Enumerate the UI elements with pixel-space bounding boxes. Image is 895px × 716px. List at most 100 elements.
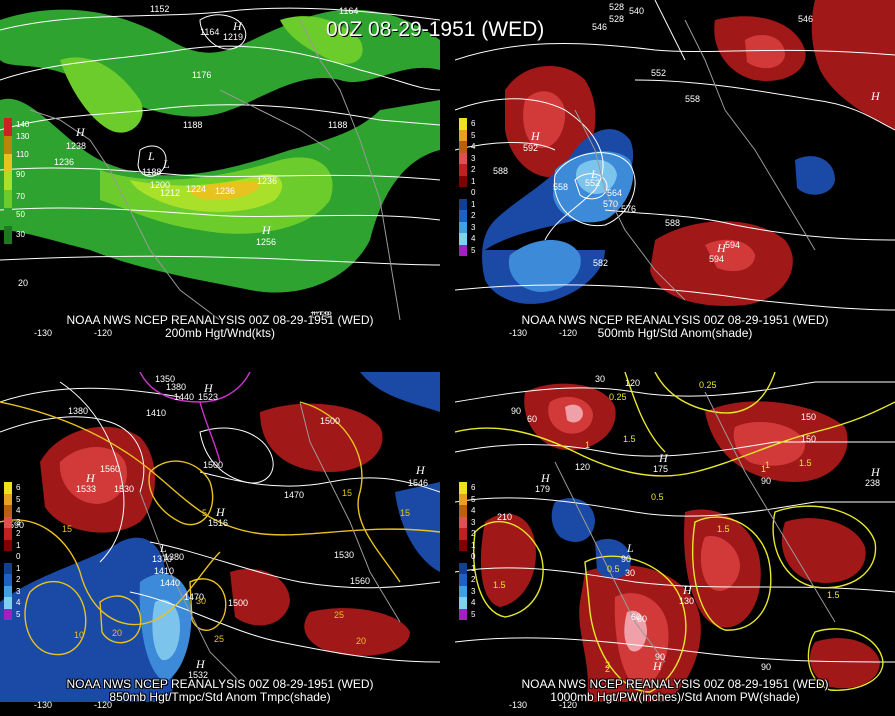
height-contours xyxy=(0,7,440,266)
panel-caption: NOAA NWS NCEP REANALYSIS 00Z 08-29-1951 … xyxy=(455,678,895,704)
lon-label: -130 xyxy=(509,700,527,710)
colorbar-label: 140 xyxy=(16,120,30,129)
extremum-value: 528 xyxy=(609,14,624,24)
contour-label: 546 xyxy=(592,22,607,32)
high-marker: H xyxy=(75,125,86,139)
colorbar-swatch xyxy=(459,516,467,528)
colorbar-swatch xyxy=(459,118,467,130)
high-marker: H xyxy=(415,463,426,477)
panel-500mb: 528 540 546 546 552 558 588 558 564 570 … xyxy=(455,0,895,344)
extremum-value: 1546 xyxy=(408,478,428,488)
colorbar-swatch xyxy=(459,152,467,164)
colorbar-swatch xyxy=(459,482,467,494)
caption-line1: NOAA NWS NCEP REANALYSIS 00Z 08-29-1951 … xyxy=(66,313,374,327)
contour-label: 1 xyxy=(765,460,770,470)
high-marker: H xyxy=(870,89,881,103)
extremum-value: 1238 xyxy=(66,141,86,151)
colorbar-swatch xyxy=(4,608,12,620)
contour-label: 1212 xyxy=(160,188,180,198)
colorbar-swatch xyxy=(4,585,12,597)
panel-caption: NOAA NWS NCEP REANALYSIS 00Z 08-29-1951 … xyxy=(0,314,440,340)
colorbar-label: 5 xyxy=(471,494,476,504)
low-marker: L xyxy=(590,167,598,181)
colorbar-swatch xyxy=(4,505,12,517)
anomaly-colorbar: 6 5 4 3 2 1 0 1 2 3 4 5 xyxy=(4,482,20,620)
high-marker: H xyxy=(232,19,243,33)
contour-label: 15 xyxy=(400,508,410,518)
coastlines xyxy=(574,19,816,301)
extremum-value: 1370 xyxy=(152,554,172,564)
extremum-value: 179 xyxy=(535,484,550,494)
contour-label: 150 xyxy=(801,434,816,444)
colorbar-label: 5 xyxy=(471,609,476,619)
lon-label: -130 xyxy=(34,328,52,338)
lon-label: -130 xyxy=(34,700,52,710)
pressure-centers: H H H L L 1219 1238 1188 1256 1158 xyxy=(66,19,329,320)
colorbar-label: 3 xyxy=(471,222,476,232)
contour-label: 540 xyxy=(629,6,644,16)
anomaly-colorbar: 6 5 4 3 2 1 0 1 2 3 4 5 xyxy=(459,118,475,256)
high-marker: H xyxy=(530,129,541,143)
caption-line2: 500mb Hgt/Std Anom(shade) xyxy=(597,326,753,340)
contour-label: 1 xyxy=(761,464,766,474)
colorbar-swatch xyxy=(4,539,12,551)
colorbar-swatch xyxy=(4,597,12,609)
contour-label: 1188 xyxy=(328,120,347,130)
contour-label: 1236 xyxy=(215,186,235,196)
colorbar-label: 0 xyxy=(471,188,476,197)
colorbar-swatch xyxy=(459,221,467,233)
colorbar-swatch xyxy=(459,493,467,505)
extremum-value: 592 xyxy=(523,143,538,153)
contour-label: 1440 xyxy=(160,578,180,588)
colorbar-label: 1 xyxy=(471,199,476,209)
panel-200mb: 1152 1164 1164 1176 1188 1188 1200 1212 … xyxy=(0,0,440,344)
high-marker: H xyxy=(652,659,663,673)
extremum-value: 1533 xyxy=(76,484,96,494)
contour-label: 1380 xyxy=(164,552,184,562)
extremum-value: 1188 xyxy=(142,167,161,177)
contour-label: 0.5 xyxy=(607,564,620,574)
contour-label: 30 xyxy=(595,374,605,384)
panel-caption: NOAA NWS NCEP REANALYSIS 00Z 08-29-1951 … xyxy=(455,314,895,340)
contour-label: 1470 xyxy=(284,490,304,500)
caption-line1: NOAA NWS NCEP REANALYSIS 00Z 08-29-1951 … xyxy=(66,677,374,691)
contour-label: 0.5 xyxy=(651,492,664,502)
contour-label: 90 xyxy=(655,652,665,662)
low-marker: L xyxy=(147,149,155,163)
colorbar-label: 3 xyxy=(471,153,476,163)
colorbar-label: 70 xyxy=(16,192,25,201)
colorbar-label: 110 xyxy=(16,150,29,159)
panel-1000mb-pw: 90 60 30 120 150 0.25 0.25 0.5 1 1.5 2 1… xyxy=(455,372,895,716)
contour-label: 1530 xyxy=(334,550,354,560)
colorbar-swatch xyxy=(459,551,467,563)
contour-label: 1530 xyxy=(114,484,134,494)
lon-label: -120 xyxy=(559,328,577,338)
panel-caption: NOAA NWS NCEP REANALYSIS 00Z 08-29-1951 … xyxy=(0,678,440,704)
contour-label: 1560 xyxy=(100,464,120,474)
contour-label: 594 xyxy=(725,240,740,250)
contour-label: 25 xyxy=(214,634,224,644)
extremum-value: 1516 xyxy=(208,518,228,528)
contour-label: 60 xyxy=(631,612,641,622)
contour-labels: 528 540 546 546 552 558 588 558 564 570 … xyxy=(493,2,813,268)
colorbar-label: 30 xyxy=(16,230,25,239)
contour-label: 1410 xyxy=(146,408,166,418)
contour-label: 90 xyxy=(761,662,771,672)
colorbar-label: 4 xyxy=(471,234,476,243)
colorbar-swatch xyxy=(4,574,12,586)
contour-label: 1590 xyxy=(4,520,24,530)
colorbar-swatch xyxy=(459,187,467,199)
contour-label: 1350 xyxy=(155,374,175,384)
high-marker: H xyxy=(716,241,727,255)
high-marker: H xyxy=(870,465,881,479)
colorbar-label: 2 xyxy=(16,529,21,538)
contour-label: 1188 xyxy=(183,120,202,130)
colorbar-label: 6 xyxy=(471,483,476,492)
contour-label: 564 xyxy=(607,188,622,198)
extremum-value: 175 xyxy=(653,464,668,474)
colorbar-label: 1 xyxy=(16,540,21,550)
colorbar-swatch xyxy=(459,608,467,620)
map-1000mb-pw: 90 60 30 120 150 0.25 0.25 0.5 1 1.5 2 1… xyxy=(455,372,895,710)
contour-label: 1.5 xyxy=(717,524,730,534)
lon-labels: -130 -120 xyxy=(34,700,112,710)
